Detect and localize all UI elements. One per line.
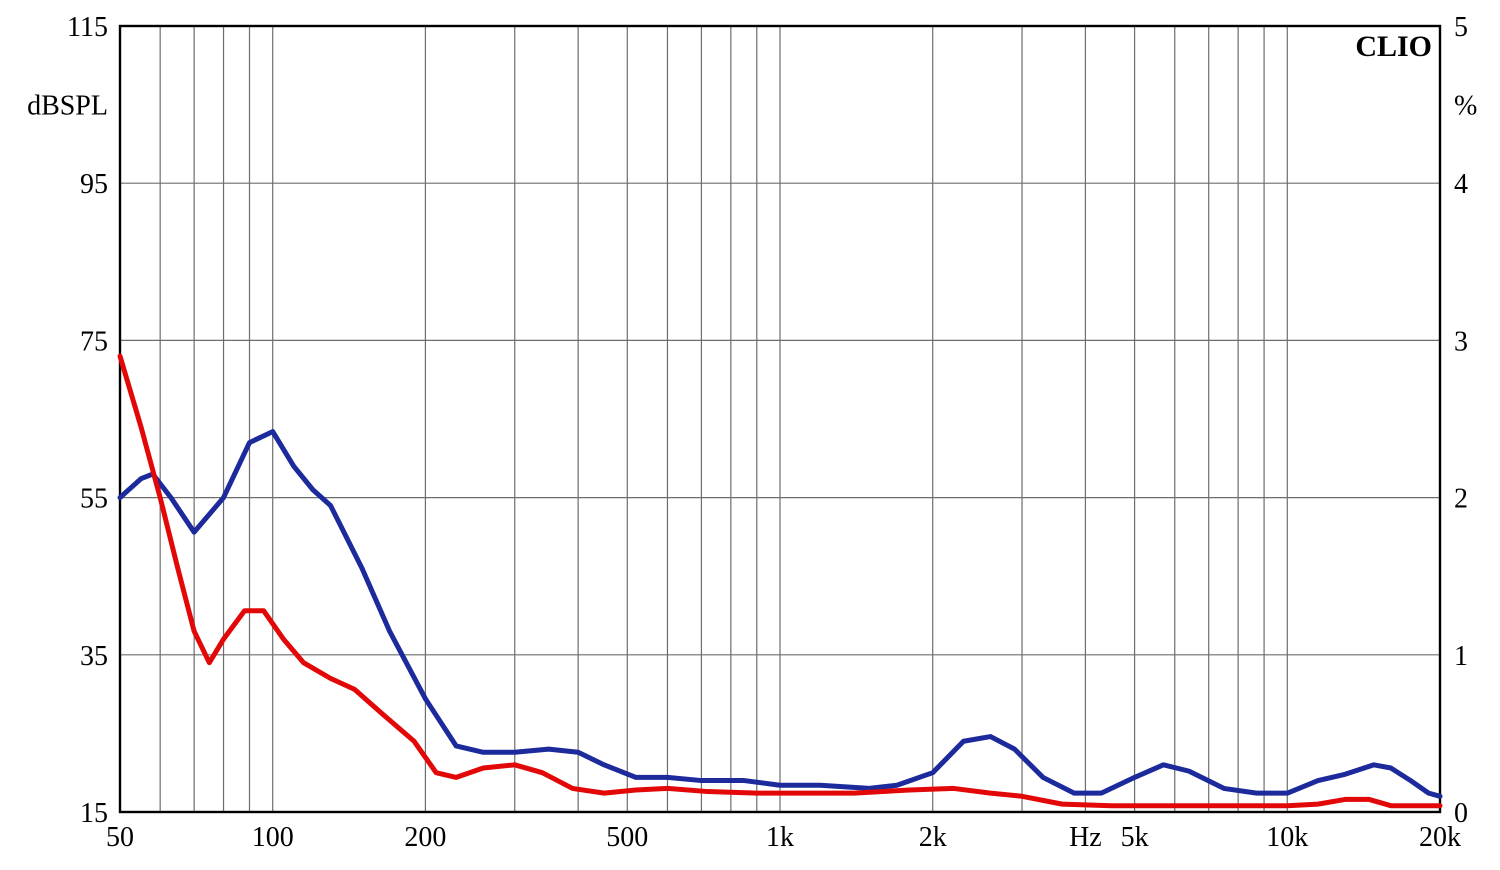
y-right-tick-label: 0 [1454, 798, 1468, 829]
x-tick-label: 1k [766, 822, 794, 853]
x-tick-label: 500 [606, 822, 648, 853]
frequency-response-chart: 501002005001k2k5k10k20kHz1535557595115dB… [0, 0, 1500, 870]
x-tick-label: 2k [919, 822, 947, 853]
x-tick-label: 5k [1121, 822, 1149, 853]
x-tick-label: 100 [252, 822, 294, 853]
x-tick-label: 200 [404, 822, 446, 853]
y-right-unit-label: % [1454, 91, 1477, 122]
y-left-tick-label: 55 [80, 484, 108, 515]
y-right-tick-label: 4 [1454, 169, 1468, 200]
brand-label: CLIO [1355, 30, 1432, 63]
y-right-tick-label: 5 [1454, 12, 1468, 43]
y-right-tick-label: 3 [1454, 326, 1468, 357]
y-left-unit-label: dBSPL [27, 91, 108, 122]
y-right-tick-label: 1 [1454, 641, 1468, 672]
y-left-tick-label: 35 [80, 641, 108, 672]
x-tick-label: 50 [106, 822, 134, 853]
y-left-tick-label: 115 [67, 12, 108, 43]
y-right-tick-label: 2 [1454, 484, 1468, 515]
x-unit-label: Hz [1069, 822, 1102, 853]
y-left-tick-label: 95 [80, 169, 108, 200]
x-tick-label: 10k [1266, 822, 1308, 853]
y-left-tick-label: 75 [80, 326, 108, 357]
y-left-tick-label: 15 [80, 798, 108, 829]
chart-container: 501002005001k2k5k10k20kHz1535557595115dB… [0, 0, 1500, 870]
